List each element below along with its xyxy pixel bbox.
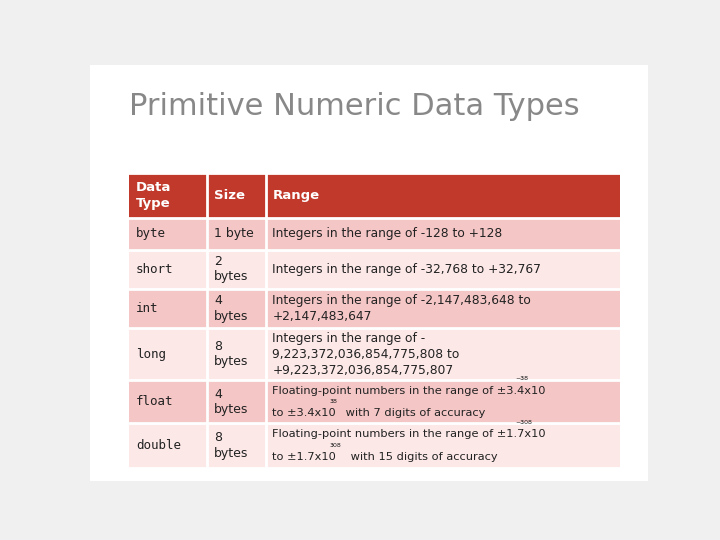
Bar	[129, 423, 620, 468]
Text: Integers in the range of -
9,223,372,036,854,775,808 to
+9,223,372,036,854,775,8: Integers in the range of - 9,223,372,036…	[272, 332, 460, 376]
Text: ³⁸: ³⁸	[330, 399, 338, 409]
Text: ⁻³⁰⁸: ⁻³⁰⁸	[516, 420, 532, 430]
Text: long: long	[136, 348, 166, 361]
Bar	[129, 380, 620, 423]
Text: 8
bytes: 8 bytes	[214, 431, 248, 460]
Text: short: short	[136, 262, 174, 275]
Bar	[129, 328, 620, 380]
Bar	[129, 218, 620, 249]
Text: Data
Type: Data Type	[136, 181, 171, 210]
Text: 8
bytes: 8 bytes	[214, 340, 248, 368]
Text: with 15 digits of accuracy: with 15 digits of accuracy	[347, 453, 498, 462]
Text: byte: byte	[136, 227, 166, 240]
Text: float: float	[136, 395, 174, 408]
Text: Size: Size	[214, 189, 245, 202]
Text: Floating-point numbers in the range of ±3.4x10: Floating-point numbers in the range of ±…	[272, 386, 546, 396]
Text: double: double	[136, 439, 181, 452]
Text: 1 byte: 1 byte	[214, 227, 253, 240]
Text: Range: Range	[272, 189, 320, 202]
Text: int: int	[136, 302, 158, 315]
FancyBboxPatch shape	[84, 60, 654, 485]
Bar	[129, 173, 620, 218]
Text: 2
bytes: 2 bytes	[214, 255, 248, 284]
Bar	[129, 289, 620, 328]
Text: Primitive Numeric Data Types: Primitive Numeric Data Types	[129, 92, 580, 121]
Text: 4
bytes: 4 bytes	[214, 294, 248, 322]
Text: Floating-point numbers in the range of ±1.7x10: Floating-point numbers in the range of ±…	[272, 429, 546, 439]
Text: ³⁰⁸: ³⁰⁸	[330, 443, 342, 453]
Text: Integers in the range of -2,147,483,648 to
+2,147,483,647: Integers in the range of -2,147,483,648 …	[272, 294, 531, 323]
Bar	[129, 249, 620, 289]
Text: with 7 digits of accuracy: with 7 digits of accuracy	[342, 408, 485, 418]
Text: ⁻³⁸: ⁻³⁸	[516, 376, 528, 387]
Text: to ±1.7x10: to ±1.7x10	[272, 453, 336, 462]
Text: Integers in the range of -128 to +128: Integers in the range of -128 to +128	[272, 227, 503, 240]
Text: Integers in the range of -32,768 to +32,767: Integers in the range of -32,768 to +32,…	[272, 262, 541, 275]
Text: 4
bytes: 4 bytes	[214, 388, 248, 416]
Text: to ±3.4x10: to ±3.4x10	[272, 408, 336, 418]
